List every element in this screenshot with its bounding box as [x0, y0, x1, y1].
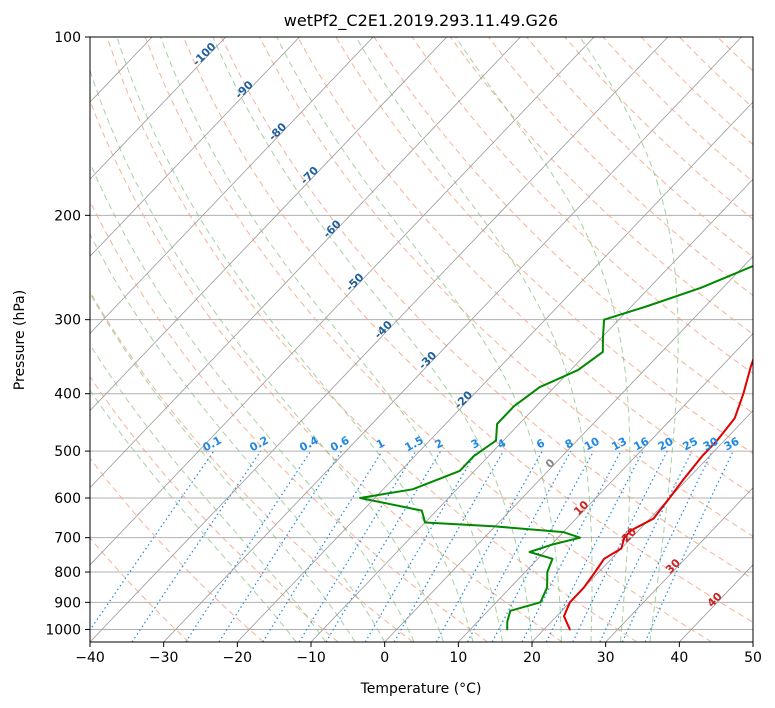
dry-adiabat-line [373, 37, 753, 414]
y-tick-label: 300 [54, 313, 81, 329]
mixing-ratio-line [185, 450, 312, 642]
moist-adiabat-line [90, 343, 327, 642]
isotherm-line [163, 37, 742, 642]
isotherm-line [90, 37, 300, 257]
mixing-ratio-line [466, 450, 572, 642]
y-tick-label: 400 [54, 387, 81, 403]
y-tick-label: 200 [54, 208, 81, 224]
mixing-ratio-lines [90, 450, 734, 642]
y-tick-label: 100 [54, 30, 81, 46]
y-tick-label: 1000 [45, 622, 81, 638]
dry-adiabat-line [90, 457, 264, 642]
mixing-ratio-label: 13 [609, 435, 629, 454]
moist-adiabat-line [90, 389, 297, 642]
moist-adiabat-line [90, 68, 445, 642]
x-tick-label: 10 [449, 650, 467, 666]
x-tick-label: 20 [523, 650, 541, 666]
mixing-ratio-line [364, 450, 478, 642]
moist-adiabats [90, 37, 679, 642]
dry-adiabat-line [220, 37, 753, 580]
dry-adiabat-line [90, 375, 339, 642]
plot-frame [89, 36, 754, 643]
moist-adiabat-line [455, 37, 631, 642]
isotherm-line [90, 37, 374, 335]
x-axis-ticks: −40 −30 −20 −10 0 10 20 30 40 50 [75, 642, 762, 666]
isotherm-line [90, 37, 227, 180]
mixing-ratio-line [325, 450, 442, 642]
isotherm-line [90, 37, 521, 489]
y-tick-label: 900 [54, 595, 81, 611]
y-tick-label: 800 [54, 565, 81, 581]
mixing-ratio-label: 36 [722, 435, 742, 454]
y-tick-label: 700 [54, 531, 81, 547]
isotherm-line [237, 101, 753, 642]
chart-title: wetPf2_C2E1.2019.293.11.49.G26 [284, 11, 558, 31]
mixing-ratio-label: 16 [632, 435, 652, 454]
y-axis-ticks: 100 200 300 400 500 600 700 800 900 1000 [45, 30, 90, 638]
x-tick-label: 0 [380, 650, 389, 666]
dry-adiabat-line [488, 37, 753, 297]
moist-adiabat-line [212, 37, 533, 642]
dry-adiabat-line [90, 200, 488, 642]
isotherm-line [531, 410, 753, 642]
dry-adiabat-line [90, 99, 563, 642]
x-tick-label: 30 [597, 650, 615, 666]
dry-adiabat-line [411, 37, 753, 375]
isotherm-line [90, 37, 595, 566]
mixing-ratio-line [572, 450, 668, 642]
dry-adiabat-line [335, 37, 753, 455]
isotherm-line [90, 37, 448, 412]
moist-adiabat-line [90, 233, 386, 642]
mixing-ratio-line [599, 450, 693, 642]
dry-adiabat-line [449, 37, 753, 335]
moist-adiabat-line [160, 37, 503, 642]
mixing-ratio-label: 20 [656, 435, 676, 454]
x-tick-label: −20 [223, 650, 253, 666]
isotherm-line [605, 487, 753, 642]
x-axis-label: Temperature (°C) [360, 681, 482, 697]
mixing-ratio-line [218, 450, 343, 642]
isotherm-line [384, 255, 753, 642]
x-tick-label: 50 [744, 650, 762, 666]
moist-adiabat-line [355, 37, 593, 642]
sounding-line [359, 265, 753, 631]
isotherm-line [90, 37, 669, 642]
mixing-ratio-line [298, 450, 417, 642]
mixing-ratio-line [621, 450, 713, 642]
mixing-ratio-label: 25 [680, 435, 700, 454]
mixing-ratio-line [131, 450, 262, 642]
moist-adiabat-line [116, 37, 474, 642]
x-tick-label: 40 [670, 650, 688, 666]
dry-adiabat-line [182, 37, 753, 623]
x-tick-label: −10 [296, 650, 326, 666]
y-axis-label: Pressure (hPa) [12, 290, 28, 390]
mixing-ratio-line [262, 450, 383, 642]
isotherm-line [458, 332, 753, 642]
mixing-ratio-line [90, 450, 215, 632]
moist-adiabat-line [90, 292, 356, 642]
moist-adiabat-line [579, 37, 679, 642]
dry-adiabat-line [106, 37, 638, 642]
moist-adiabat-line [276, 37, 562, 642]
x-tick-label: −40 [75, 650, 105, 666]
mixing-ratio-line [491, 450, 595, 642]
y-tick-label: 600 [54, 491, 81, 507]
mixing-ratio-label: 30 [701, 435, 721, 454]
y-tick-label: 500 [54, 444, 81, 460]
skewed-isotherms [90, 37, 753, 642]
x-tick-label: −30 [149, 650, 179, 666]
isotherm-line [310, 178, 753, 642]
sounding-line [563, 357, 753, 631]
sounding-series [359, 265, 753, 631]
plot-area: 0.1 0.2 0.4 0.6 1 1.5 2 3 4 6 8 10 13 16 20 25 30 36-100-… [90, 37, 753, 642]
dry-adiabat-line [144, 37, 712, 642]
dry-adiabat-line [297, 37, 753, 496]
mixing-ratio-label: 10 [582, 435, 602, 454]
